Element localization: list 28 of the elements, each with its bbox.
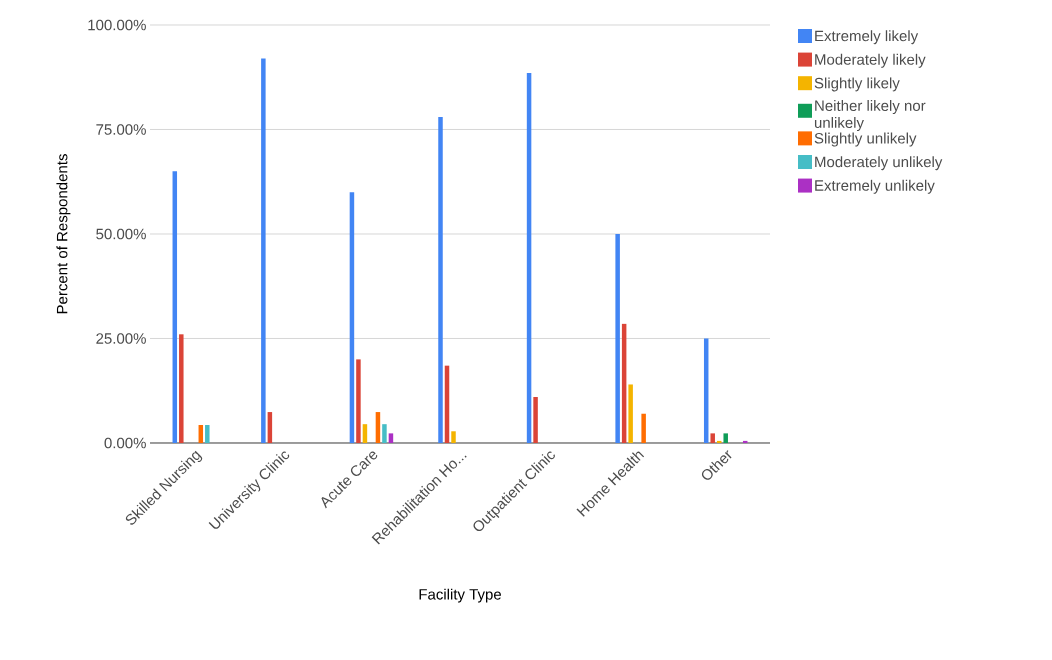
legend-label: Neither likely nor unlikely [814,99,926,131]
bar [615,233,620,443]
x-axis-title: Facility Type [419,588,502,603]
legend-label: Extremely likely [815,30,919,45]
y-tick-label: 25.00% [96,333,146,344]
legend-label: Slightly likely [814,77,900,92]
bar [533,397,538,443]
bar [205,425,210,443]
y-tick-label: 100.00% [88,19,146,31]
y-axis-title: Percent of Respondents [56,154,71,314]
legend-label: Moderately likely [815,53,926,68]
y-tick-label: 0.00% [104,437,146,449]
bar [382,424,387,443]
bar [723,433,728,443]
bar [641,413,646,443]
y-tick-label: 50.00% [96,228,146,240]
bar [451,431,456,443]
y-tick-label: 75.00% [96,124,146,135]
bar [628,384,633,443]
bar [261,58,266,443]
bar [356,359,361,443]
legend-label: Extremely unlikely [815,179,935,194]
bar [179,334,184,443]
legend-label: Slightly unlikely [814,132,917,147]
bar [438,116,443,443]
bar [388,433,394,443]
legend-label: Moderately unlikely [815,156,943,171]
bar [710,433,715,443]
